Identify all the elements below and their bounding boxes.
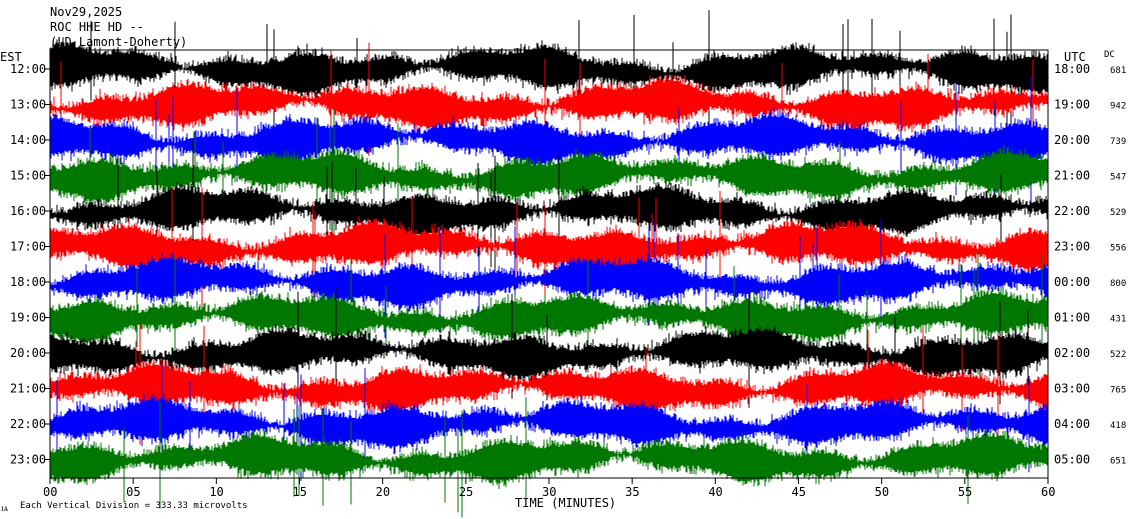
est-hour-label: 14:00	[10, 133, 46, 147]
dc-value: 942	[1110, 102, 1126, 112]
dc-value: 556	[1110, 244, 1126, 254]
est-hour-label: 23:00	[10, 453, 46, 467]
x-tick-label: 30	[542, 485, 556, 499]
utc-hour-label: 20:00	[1054, 133, 1090, 147]
dc-value: 522	[1110, 350, 1126, 360]
est-hour-label: 21:00	[10, 382, 46, 396]
dc-value: 529	[1110, 208, 1126, 218]
header-network: (LD Lamont-Doherty)	[50, 35, 187, 49]
dc-value: 547	[1110, 173, 1126, 183]
utc-hour-label: 19:00	[1054, 98, 1090, 112]
est-hour-label: 17:00	[10, 240, 46, 254]
utc-hour-label: 04:00	[1054, 417, 1090, 431]
x-tick-label: 25	[459, 485, 473, 499]
dc-value: 681	[1110, 66, 1126, 76]
x-tick-label: 15	[293, 485, 307, 499]
x-tick-label: 40	[708, 485, 722, 499]
utc-hour-label: 00:00	[1054, 275, 1090, 289]
utc-hour-label: 22:00	[1054, 204, 1090, 218]
utc-hour-label: 21:00	[1054, 169, 1090, 183]
x-tick-label: 20	[376, 485, 390, 499]
est-hour-label: 15:00	[10, 169, 46, 183]
dc-value: 765	[1110, 386, 1126, 396]
dc-label: DC	[1104, 50, 1115, 60]
utc-hour-label: 05:00	[1054, 453, 1090, 467]
dc-value: 431	[1110, 315, 1126, 325]
dc-value: 800	[1110, 279, 1126, 289]
dc-value: 418	[1110, 421, 1126, 431]
x-tick-label: 60	[1041, 485, 1055, 499]
utc-hour-label: 23:00	[1054, 240, 1090, 254]
header-station: ROC HHE HD --	[50, 20, 144, 34]
x-axis-title: TIME (MINUTES)	[515, 496, 616, 510]
x-tick-label: 05	[126, 485, 140, 499]
corner-mark-icon: ᴊᴀ	[1, 504, 9, 514]
x-tick-label: 55	[958, 485, 972, 499]
utc-hour-label: 02:00	[1054, 346, 1090, 360]
est-hour-label: 12:00	[10, 62, 46, 76]
utc-hour-label: 03:00	[1054, 382, 1090, 396]
utc-hour-label: 18:00	[1054, 62, 1090, 76]
x-tick-layer: 00 05 10 15 20 25 30 35 40 45 50 55 60	[43, 478, 1055, 499]
hour-label-layer: 12:00 18:00 681 13:00 19:00 942 14:00 20:00 739 1…	[10, 62, 1126, 467]
left-axis-label: EST	[0, 50, 22, 64]
x-tick-label: 00	[43, 485, 57, 499]
footer-note: Each Vertical Division = 333.33 microvol…	[20, 501, 248, 511]
x-tick-label: 50	[875, 485, 889, 499]
x-tick-label: 10	[209, 485, 223, 499]
trace-layer	[49, 10, 1049, 518]
est-hour-label: 22:00	[10, 417, 46, 431]
est-hour-label: 19:00	[10, 311, 46, 325]
right-axis-label: UTC	[1064, 50, 1086, 64]
x-tick-label: 45	[792, 485, 806, 499]
x-tick-label: 35	[625, 485, 639, 499]
est-hour-label: 20:00	[10, 346, 46, 360]
utc-hour-label: 01:00	[1054, 311, 1090, 325]
est-hour-label: 16:00	[10, 204, 46, 218]
dc-value: 739	[1110, 137, 1126, 147]
est-hour-label: 18:00	[10, 275, 46, 289]
dc-value: 651	[1110, 457, 1126, 467]
header-date: Nov29,2025	[50, 5, 122, 19]
est-hour-label: 13:00	[10, 98, 46, 112]
